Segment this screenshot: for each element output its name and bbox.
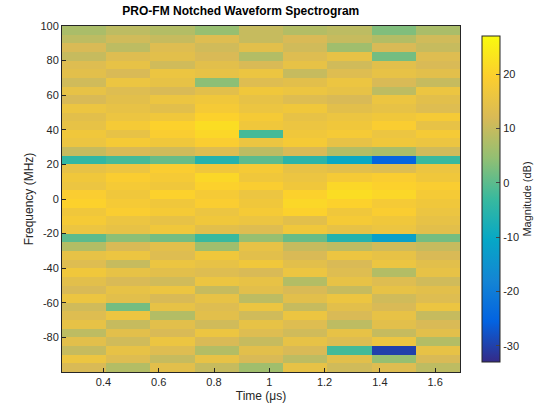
svg-text:100: 100 — [40, 20, 58, 32]
svg-text:-40: -40 — [43, 262, 59, 274]
svg-text:Frequency (MHz): Frequency (MHz) — [22, 153, 36, 246]
svg-text:Time (μs): Time (μs) — [236, 389, 286, 403]
svg-text:1.4: 1.4 — [372, 376, 387, 388]
svg-text:0: 0 — [503, 177, 509, 189]
svg-text:10: 10 — [503, 122, 515, 134]
svg-text:1: 1 — [266, 376, 272, 388]
svg-text:20: 20 — [47, 158, 59, 170]
svg-text:40: 40 — [47, 124, 59, 136]
svg-text:-60: -60 — [43, 297, 59, 309]
svg-text:Magnitude (dB): Magnitude (dB) — [521, 161, 533, 236]
svg-text:-80: -80 — [43, 331, 59, 343]
svg-text:PRO-FM Notched Waveform Spectr: PRO-FM Notched Waveform Spectrogram — [122, 4, 359, 18]
svg-text:20: 20 — [503, 68, 515, 80]
svg-text:-10: -10 — [503, 231, 519, 243]
svg-text:0: 0 — [53, 193, 59, 205]
svg-text:-30: -30 — [503, 340, 519, 352]
svg-text:80: 80 — [47, 54, 59, 66]
svg-text:0.8: 0.8 — [206, 376, 221, 388]
svg-text:1.2: 1.2 — [317, 376, 332, 388]
svg-text:1.6: 1.6 — [427, 376, 442, 388]
svg-text:-20: -20 — [43, 227, 59, 239]
svg-text:60: 60 — [47, 89, 59, 101]
svg-text:0.6: 0.6 — [151, 376, 166, 388]
svg-text:0.4: 0.4 — [96, 376, 111, 388]
svg-text:-20: -20 — [503, 285, 519, 297]
